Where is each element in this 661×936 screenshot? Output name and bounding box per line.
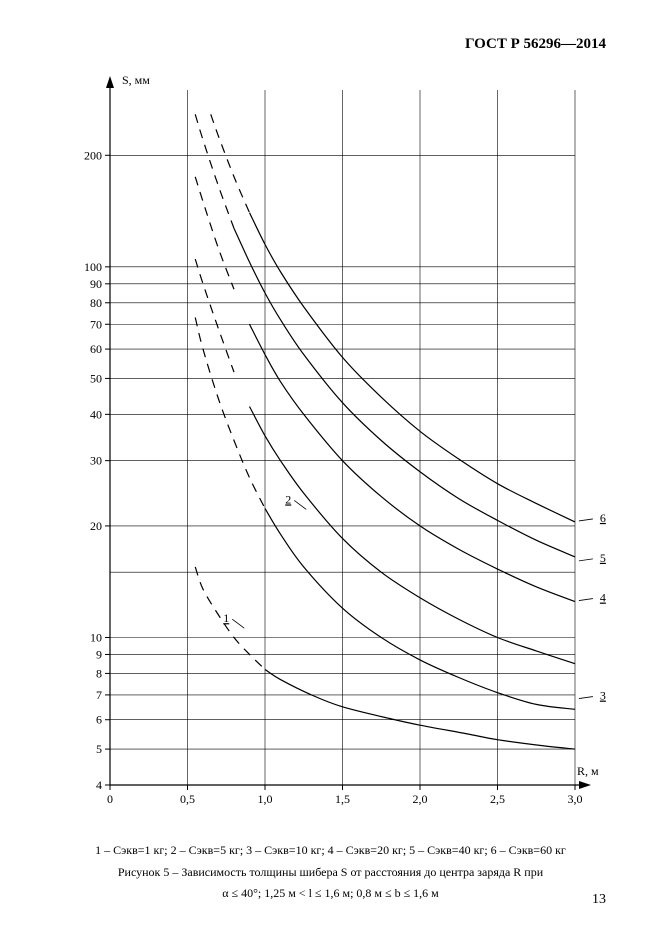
- curve-leader-3: [579, 697, 593, 699]
- condition-line: α ≤ 40°; 1,25 м < l ≤ 1,6 м; 0,8 м ≤ b ≤…: [45, 883, 616, 905]
- y-tick-label: 4: [96, 778, 102, 792]
- curve-6-dashed: [211, 114, 250, 212]
- x-tick-label: 3,0: [568, 792, 583, 806]
- curve-label-3: 3: [600, 689, 606, 703]
- y-tick-label: 5: [96, 742, 102, 756]
- caption-line: Рисунок 5 – Зависимость толщины шибера S…: [45, 862, 616, 884]
- curve-label-6: 6: [600, 511, 606, 525]
- doc-header: ГОСТ Р 56296—2014: [465, 36, 606, 53]
- x-tick-label: 2,5: [490, 792, 505, 806]
- chart-svg: S, мм R, м 0 0,5 1,0 1,5 2,0 2,5 3,0 4 5 6 7 8 9 10 20 30…: [55, 65, 610, 830]
- caption-block: 1 – Cэкв=1 кг; 2 – Cэкв=5 кг; 3 – Cэкв=1…: [45, 840, 616, 905]
- y-tick-label: 9: [96, 647, 102, 661]
- curve-label-5: 5: [600, 551, 606, 565]
- y-tick-label: 20: [90, 519, 102, 533]
- curve-5-dashed: [195, 114, 234, 228]
- curve-2-dashed: [195, 318, 265, 509]
- y-axis-label: S, мм: [122, 73, 150, 87]
- y-tick-label: 60: [90, 342, 102, 356]
- y-tick-label: 80: [90, 296, 102, 310]
- curve-4-dashed: [195, 177, 234, 290]
- x-tick-label: 1,0: [258, 792, 273, 806]
- x-tick-label: 2,0: [413, 792, 428, 806]
- y-tick-label: 70: [90, 317, 102, 331]
- curve-leader-6: [579, 519, 593, 521]
- curve-leader-2: [294, 500, 306, 509]
- legend-line: 1 – Cэкв=1 кг; 2 – Cэкв=5 кг; 3 – Cэкв=1…: [45, 840, 616, 862]
- curve-6: [250, 213, 576, 522]
- y-tick-label: 90: [90, 277, 102, 291]
- x-tick-label: 0,5: [180, 792, 195, 806]
- curve-label-1: 1: [223, 611, 229, 625]
- y-tick-label: 40: [90, 407, 102, 421]
- y-tick-label: 8: [96, 666, 102, 680]
- y-tick-label: 6: [96, 713, 102, 727]
- curve-label-2: 2: [285, 492, 291, 506]
- y-tick-label: 50: [90, 371, 102, 385]
- page: ГОСТ Р 56296—2014 S, мм R, м 0 0,5 1,0 1,5 2,0…: [0, 0, 661, 936]
- y-tick-label: 10: [90, 631, 102, 645]
- page-number: 13: [592, 892, 606, 908]
- y-tick-label: 30: [90, 454, 102, 468]
- chart-container: S, мм R, м 0 0,5 1,0 1,5 2,0 2,5 3,0 4 5 6 7 8 9 10 20 30…: [55, 65, 610, 830]
- x-tick-label: 1,5: [335, 792, 350, 806]
- curve-label-4: 4: [600, 591, 606, 605]
- x-axis-label: R, м: [577, 764, 599, 778]
- curve-1-dashed: [195, 567, 265, 669]
- y-tick-label: 7: [96, 688, 102, 702]
- y-tick-label: 100: [84, 260, 102, 274]
- curve-leader-4: [579, 599, 593, 601]
- y-tick-label: 200: [84, 148, 102, 162]
- x-axis-arrow: [579, 781, 591, 789]
- curve-5: [234, 228, 575, 557]
- curve-leader-1: [232, 619, 244, 628]
- curve-leader-5: [579, 559, 593, 561]
- x-tick-label: 0: [107, 792, 113, 806]
- y-axis-arrow: [106, 76, 114, 88]
